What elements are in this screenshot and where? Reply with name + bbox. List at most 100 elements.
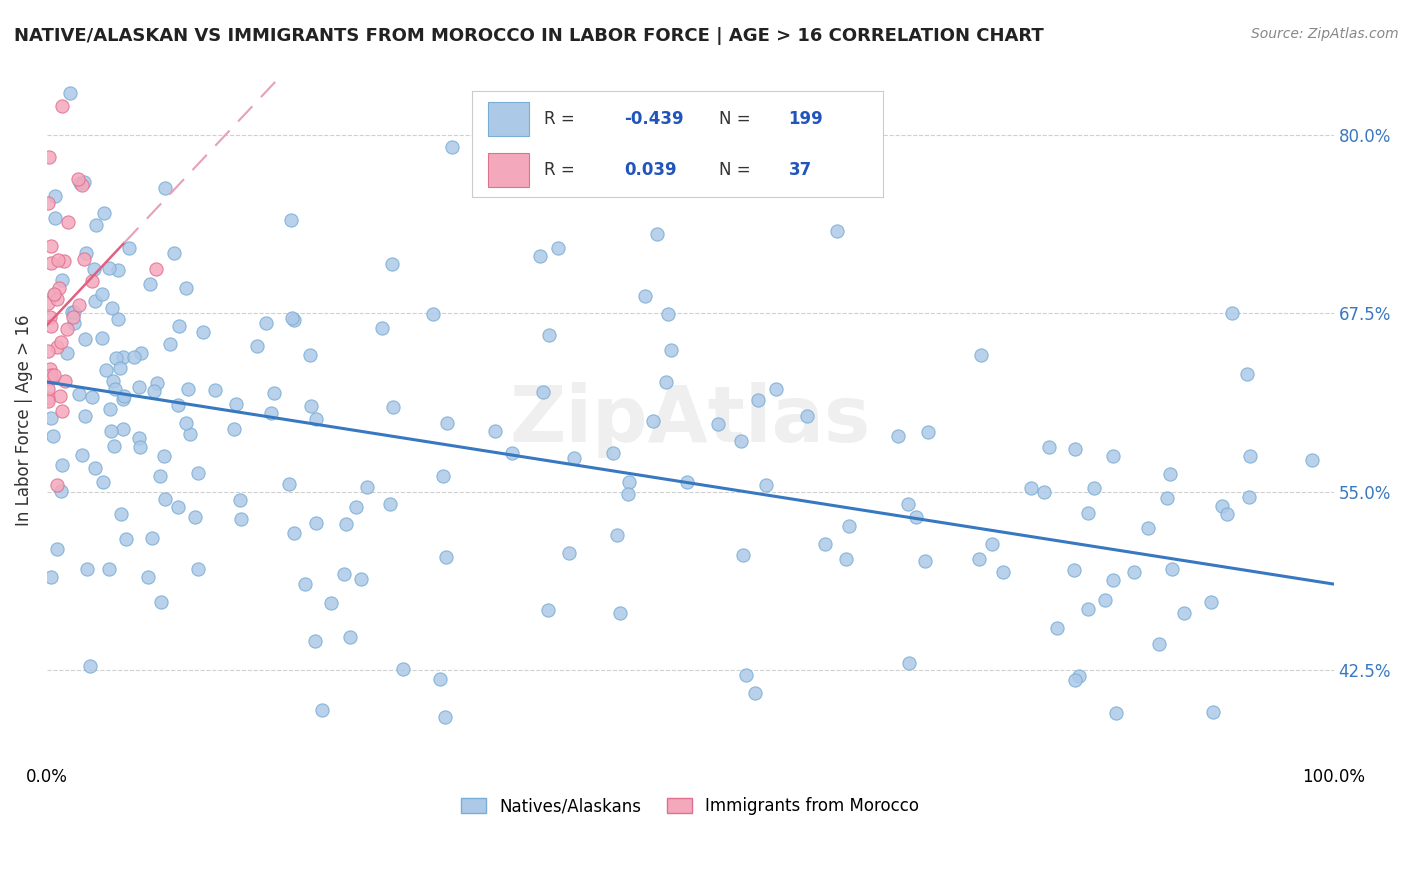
Point [432,468,454,483]
Point [46,340,69,354]
Point [39,368,62,383]
Point [1046,621,1069,635]
Point [917,425,939,439]
Point [67,386,90,401]
Point [44,188,66,202]
Point [730,434,752,448]
Point [166,398,188,412]
Point [49,389,72,403]
Point [755,478,778,492]
Point [1147,637,1170,651]
Point [319,596,342,610]
Point [153,491,176,506]
Point [281,310,304,325]
Point [733,549,755,563]
Point [41,370,63,384]
Point [246,339,269,353]
Point [643,414,665,428]
Point [37,393,59,408]
Point [350,572,373,586]
Point [657,307,679,321]
Point [44,286,66,301]
Point [73,409,96,423]
Point [1064,442,1087,456]
Point [39,319,62,334]
Point [39,310,62,324]
Point [51,99,73,113]
Point [1101,573,1123,587]
Point [1159,467,1181,481]
Point [616,487,638,501]
Point [70,448,93,462]
Point [186,466,208,480]
Point [655,375,678,389]
Point [131,345,153,359]
Point [49,335,72,350]
Point [141,531,163,545]
Point [1136,521,1159,535]
Point [93,475,115,489]
Point [83,293,105,308]
Point [97,561,120,575]
Point [1173,606,1195,620]
Point [143,384,166,399]
Point [58,215,80,229]
Point [76,562,98,576]
Point [735,668,758,682]
Point [278,477,301,491]
Point [1038,440,1060,454]
Point [422,307,444,321]
Text: NATIVE/ALASKAN VS IMMIGRANTS FROM MOROCCO IN LABOR FORCE | AGE > 16 CORRELATION : NATIVE/ALASKAN VS IMMIGRANTS FROM MOROCC… [14,27,1043,45]
Point [39,570,62,584]
Point [103,439,125,453]
Point [80,390,103,404]
Point [1156,491,1178,505]
Point [98,401,121,416]
Point [1033,485,1056,500]
Point [146,376,169,391]
Point [45,542,67,557]
Point [37,391,59,405]
Point [59,87,82,101]
Point [56,322,79,336]
Point [333,567,356,582]
Point [1019,481,1042,495]
Point [225,397,247,411]
Point [436,417,458,431]
Point [128,380,150,394]
Point [886,429,908,443]
Point [153,449,176,463]
Point [63,305,86,319]
Point [617,475,640,490]
Point [1094,593,1116,607]
Point [1122,565,1144,579]
Point [283,525,305,540]
Point [981,537,1004,551]
Point [299,349,322,363]
Point [838,519,860,533]
Point [112,350,135,364]
Point [294,576,316,591]
Point [83,262,105,277]
Point [37,371,59,385]
Point [305,412,328,426]
Point [83,460,105,475]
Point [1077,506,1099,520]
Point [1069,669,1091,683]
Point [155,180,177,194]
Point [115,533,138,547]
Point [51,458,73,472]
Point [707,417,730,431]
Point [1220,306,1243,320]
Point [45,477,67,491]
Point [434,710,457,724]
Point [606,527,628,541]
Point [37,344,59,359]
Point [378,497,401,511]
Point [67,298,90,312]
Point [42,287,65,301]
Point [1064,673,1087,687]
Point [174,416,197,430]
Point [304,633,326,648]
Point [124,350,146,364]
